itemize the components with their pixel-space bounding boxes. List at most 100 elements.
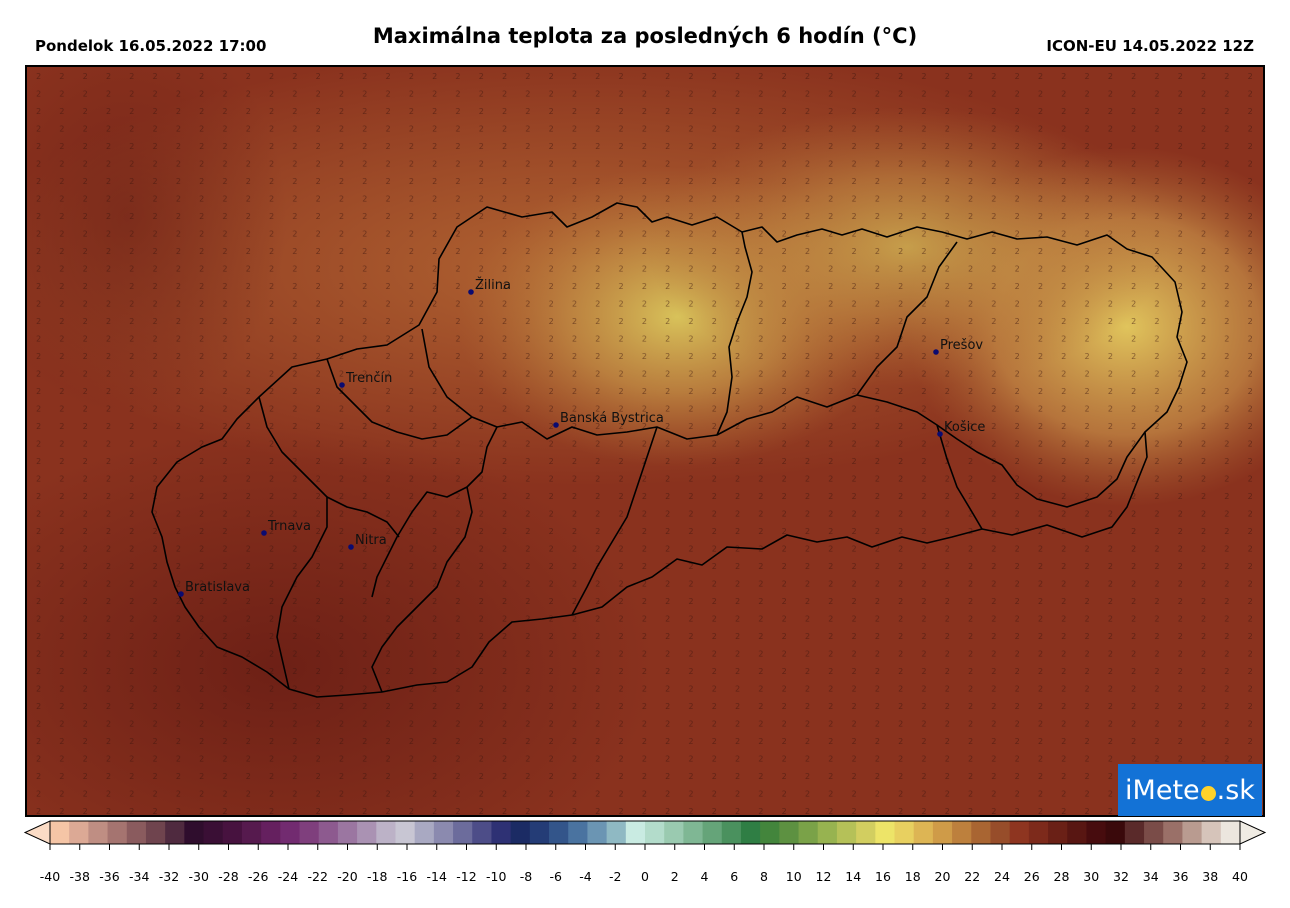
city-label-bratislava: Bratislava [185,580,250,595]
colorbar-segment [990,821,1011,844]
colorbar-segment [894,821,915,844]
region-border [371,426,498,598]
colorbar-tick-label: -22 [307,869,328,884]
colorbar-segment [1163,821,1184,844]
city-label-zilina: Žilina [475,277,511,293]
city-dot-trencin [339,382,345,388]
colorbar-segment [1220,821,1241,844]
model-run-label: ICON-EU 14.05.2022 12Z [1046,37,1254,55]
region-border [856,241,958,396]
colorbar-tick-label: 8 [760,869,768,884]
colorbar-segment [798,821,819,844]
colorbar-arrow-right [1239,820,1267,845]
colorbar-segment [1124,821,1145,844]
city-dot-kosice [937,431,943,437]
colorbar-segment [1201,821,1222,844]
colorbar-tick-label: 10 [785,869,802,884]
colorbar-tick-label: 4 [700,869,709,884]
colorbar-tick-label: -38 [69,869,90,884]
city-label-trnava: Trnava [267,519,311,534]
colorbar-segment [299,821,320,844]
colorbar-segment [721,821,742,844]
city-dot-presov [933,349,939,355]
logo-text-end: .sk [1216,774,1255,806]
region-border [936,424,983,530]
colorbar-tick-label: 38 [1202,869,1219,884]
colorbar-tick-label: -34 [129,869,150,884]
colorbar-tick-label: -14 [426,869,447,884]
colorbar-segment [1182,821,1203,844]
colorbar-tick-label: 0 [641,869,649,884]
colorbar-segment [1086,821,1107,844]
colorbar-segment [261,821,281,844]
colorbar-segment [357,821,377,844]
colorbar-tick-label: -40 [39,869,61,884]
colorbar-tick-label: -2 [609,869,622,884]
region-border [856,394,1146,508]
city-dot-trnava [261,530,267,536]
colorbar-segment [395,821,416,844]
colorbar-tick-label: 32 [1113,869,1129,884]
map-canvas: 2 Žilina Trenčín [27,67,1263,815]
colorbar-tick-label: -18 [367,869,388,884]
colorbar-tick-label: 22 [964,869,981,884]
colorbar-segment [433,821,454,844]
colorbar-tick-label: 6 [730,869,739,884]
city-dot-zilina [468,289,474,295]
colorbar-segment [145,821,166,844]
colorbar-segment [856,821,876,844]
colorbar-segment [222,821,243,844]
colorbar-segment [1105,821,1126,844]
colorbar-segment [683,821,704,844]
colorbar-segment [817,821,838,844]
city-dot-bratislava [178,591,184,597]
colorbar-tick-label: 36 [1172,869,1189,884]
colorbar-segment [88,821,109,844]
colorbar-segment [376,821,397,844]
logo-text-start: iMete [1125,774,1200,806]
imeteo-logo[interactable]: iMete .sk [1118,764,1262,816]
region-border [716,231,753,436]
colorbar-tick-label: -10 [486,869,507,884]
colorbar-segment [702,821,723,844]
colorbar-segment [453,821,473,844]
colorbar-tick-label: -28 [218,869,239,884]
colorbar-tick-label: 28 [1053,869,1070,884]
slovakia-border [151,202,1188,698]
colorbar-segment [1028,821,1049,844]
colorbar-tick-label: 2 [670,869,679,884]
colorbar-segment [107,821,128,844]
colorbar-segment [241,821,262,844]
colorbar-tick-label: -16 [396,869,418,884]
colorbar-tick-label: -12 [456,869,477,884]
value-grid [27,67,1263,815]
colorbar-segment [510,821,531,844]
colorbar-tick-label: 40 [1232,869,1248,884]
city-dot-banska-bystrica [553,422,559,428]
colorbar-tick-label: 24 [994,869,1010,884]
colorbar-arrow-left [23,820,51,845]
colorbar-segment [1009,821,1030,844]
colorbar-tick-label: 26 [1023,869,1040,884]
colorbar-segment [1067,821,1088,844]
city-label-trencin: Trenčín [345,371,392,386]
colorbar-segment [932,821,953,844]
colorbar-segment [165,821,185,844]
colorbar-segment [203,821,224,844]
map-title: Maximálna teplota za posledných 6 hodín … [372,24,918,48]
region-border [421,328,858,440]
colorbar-segment [126,821,147,844]
city-markers: Žilina Trenčín Banská Bystrica Prešov Ko… [178,277,985,597]
colorbar-segment [606,821,627,844]
colorbar-tick-label: 12 [815,869,832,884]
colorbar-segment [568,821,589,844]
colorbar-segment [779,821,800,844]
colorbar-segment [971,821,992,844]
colorbar-segment [529,821,550,844]
colorbar-segment [414,821,435,844]
colorbar [23,820,1267,850]
colorbar-tick-label: 16 [875,869,891,884]
colorbar-tick-label: 14 [845,869,862,884]
colorbar-segment [875,821,896,844]
colorbar-segment [1048,821,1068,844]
